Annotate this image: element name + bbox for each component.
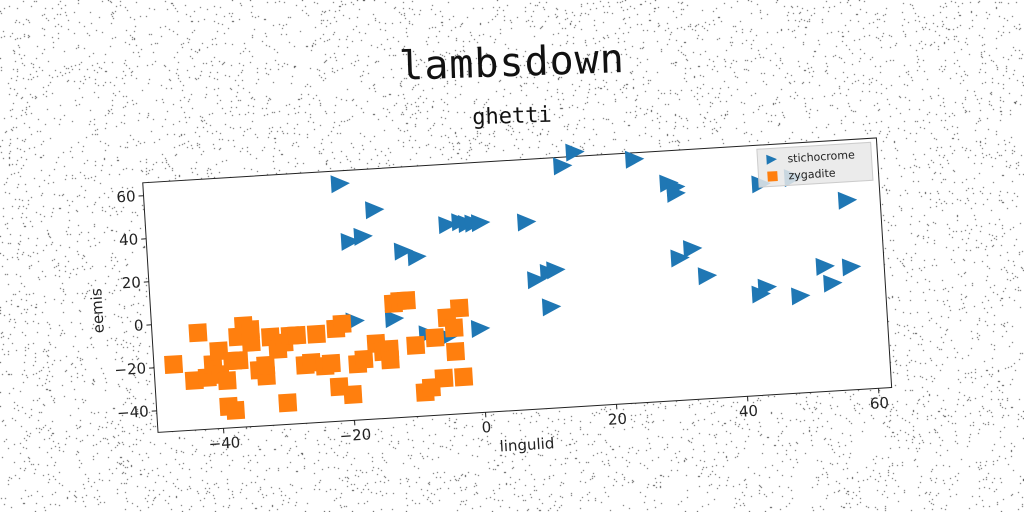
triangle-marker: [837, 191, 858, 210]
x-tick-label: 40: [738, 402, 758, 421]
square-marker: [287, 325, 307, 345]
x-tick-label: 0: [481, 418, 492, 437]
triangle-marker: [624, 150, 645, 169]
square-marker: [256, 355, 276, 375]
square-marker: [434, 368, 454, 388]
triangle-marker: [791, 287, 811, 306]
triangle-marker: [353, 227, 373, 246]
square-marker: [396, 291, 416, 311]
y-axis-ticks: −40 −20 0 20 40 60: [114, 187, 157, 422]
y-axis-label: eemis: [87, 288, 108, 334]
triangle-marker: [546, 261, 566, 280]
square-marker: [454, 367, 474, 387]
triangle-marker: [552, 157, 573, 176]
square-marker: [449, 298, 469, 318]
square-marker: [226, 400, 246, 420]
square-marker: [425, 328, 445, 348]
triangle-marker: [470, 320, 491, 338]
legend: stichocrome zygadite: [756, 141, 874, 188]
square-marker: [380, 350, 400, 370]
square-marker: [217, 371, 237, 391]
triangle-marker: [470, 214, 491, 233]
square-marker: [354, 349, 374, 369]
y-tick-label: 60: [116, 187, 136, 206]
triangle-marker: [541, 298, 562, 317]
triangle-marker: [340, 232, 361, 251]
triangle-marker: [757, 278, 778, 297]
x-tick-label: 20: [607, 410, 627, 429]
triangle-marker: [841, 258, 862, 277]
triangle-marker: [697, 267, 718, 286]
x-axis-ticks: −40 −20 0 20 40 60: [208, 388, 890, 453]
square-marker: [406, 335, 426, 355]
triangle-marker: [384, 310, 405, 329]
triangle-marker: [565, 143, 585, 162]
y-tick-label: −20: [114, 359, 147, 379]
x-tick-label: −40: [208, 433, 241, 453]
square-marker: [306, 324, 326, 344]
triangle-marker: [407, 248, 427, 267]
triangle-marker: [364, 201, 385, 220]
triangle-marker: [330, 175, 350, 194]
legend-box: [756, 141, 874, 188]
square-marker: [321, 353, 341, 373]
triangle-marker: [815, 257, 835, 276]
legend-label: zygadite: [788, 167, 836, 183]
square-marker: [240, 320, 260, 340]
triangle-marker: [527, 271, 547, 290]
x-tick-label: 60: [869, 394, 889, 413]
triangle-marker: [393, 242, 414, 261]
square-marker: [444, 318, 464, 338]
square-marker: [343, 384, 363, 405]
legend-label: stichocrome: [787, 148, 855, 165]
x-tick-label: −20: [339, 425, 372, 445]
square-marker: [229, 350, 249, 371]
y-tick-label: 20: [121, 273, 141, 292]
square-marker: [188, 323, 208, 343]
square-marker: [332, 314, 352, 334]
y-tick-label: −40: [117, 402, 150, 422]
x-axis-label: lingulid: [499, 434, 555, 455]
markers: [164, 143, 862, 420]
y-tick-label: 0: [133, 316, 144, 335]
square-marker: [278, 393, 298, 413]
triangle-marker: [682, 240, 703, 259]
triangle-marker: [823, 274, 843, 293]
y-tick-label: 40: [119, 230, 139, 249]
triangle-marker: [438, 216, 458, 235]
plot-group: −40 −20 0 20 40 60 −40 −20 0 20 40 60 lingulid eem…: [87, 137, 893, 456]
triangle-marker: [666, 184, 686, 203]
square-marker: [445, 342, 466, 362]
triangle-marker: [670, 249, 690, 268]
legend-marker: [767, 171, 778, 182]
square-marker: [164, 354, 184, 375]
triangle-marker: [516, 213, 537, 232]
legend-marker: [766, 154, 777, 165]
